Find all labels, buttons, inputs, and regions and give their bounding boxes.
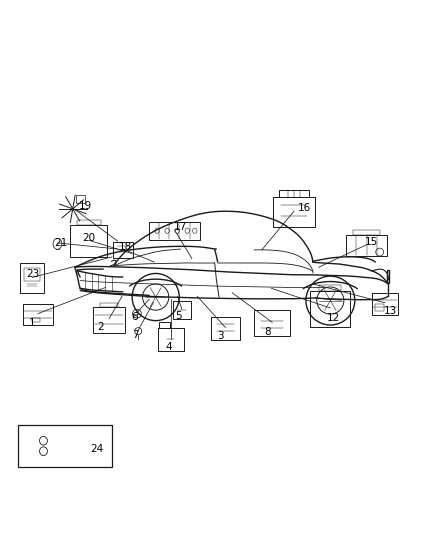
Bar (32, 318, 39, 322)
Bar (372, 293, 398, 314)
Text: 6: 6 (131, 312, 138, 322)
Text: 5: 5 (175, 311, 182, 321)
Bar (77, 220, 101, 225)
Bar (254, 310, 290, 336)
Bar (375, 304, 384, 311)
Bar (173, 302, 191, 319)
Bar (211, 317, 240, 340)
Text: 12: 12 (327, 313, 340, 323)
Bar (279, 190, 309, 197)
Bar (149, 222, 200, 240)
Text: 17: 17 (173, 222, 187, 232)
Text: 2: 2 (98, 322, 104, 332)
Bar (273, 197, 315, 227)
Text: 1: 1 (29, 318, 36, 328)
Bar (159, 321, 170, 328)
Bar (71, 225, 107, 257)
Bar (76, 195, 85, 203)
Text: 16: 16 (297, 204, 311, 213)
Bar (93, 306, 125, 333)
Text: 4: 4 (166, 342, 173, 352)
Bar (100, 303, 118, 307)
Text: 20: 20 (82, 233, 95, 243)
Bar (310, 291, 350, 327)
Text: 19: 19 (78, 201, 92, 211)
Text: 7: 7 (133, 329, 139, 340)
Bar (387, 270, 389, 283)
Text: 15: 15 (364, 237, 378, 247)
Text: 18: 18 (119, 242, 132, 252)
Text: 23: 23 (26, 269, 39, 279)
Text: 21: 21 (54, 238, 67, 248)
Bar (346, 235, 387, 256)
Bar (20, 263, 44, 293)
Text: 13: 13 (384, 306, 397, 317)
Bar (319, 285, 341, 290)
Bar (158, 328, 184, 351)
Bar (25, 268, 40, 281)
Bar (113, 243, 133, 257)
Text: 3: 3 (217, 332, 223, 341)
Bar (18, 425, 112, 467)
Bar (353, 230, 380, 235)
Bar (22, 304, 53, 325)
Text: 24: 24 (90, 444, 103, 454)
Text: 8: 8 (264, 327, 271, 337)
